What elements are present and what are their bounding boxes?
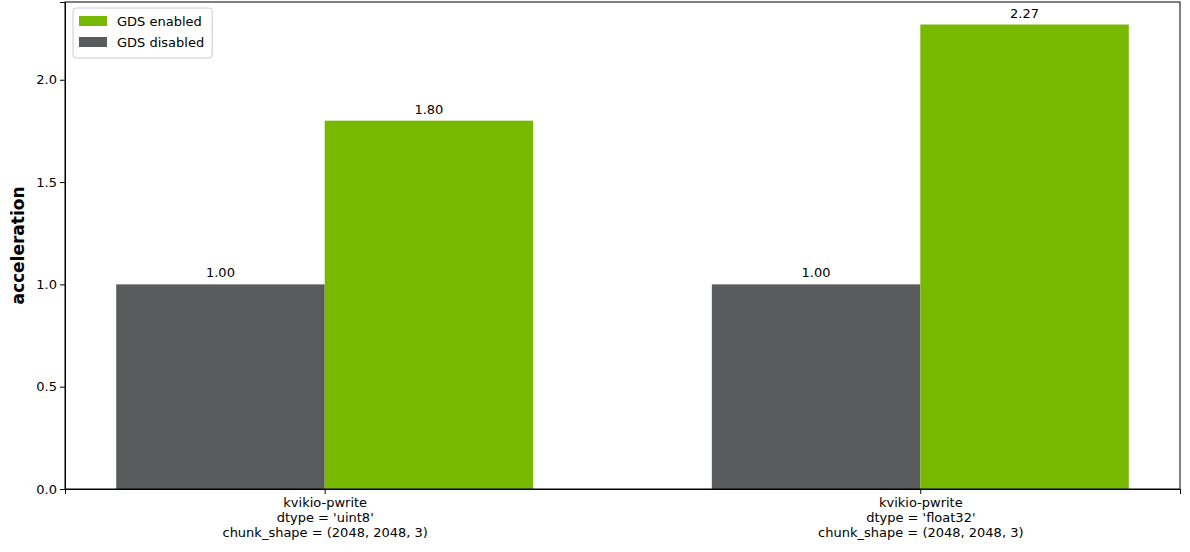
- tick-mark: [60, 80, 65, 81]
- legend-label: GDS disabled: [117, 35, 204, 50]
- bar: [920, 25, 1128, 489]
- tick-mark: [60, 489, 65, 490]
- data-label: 1.80: [414, 102, 443, 117]
- bar: [325, 121, 533, 489]
- tick-label: 2.0: [36, 72, 57, 87]
- tick-label: 1.5: [36, 175, 57, 190]
- bar: [712, 284, 920, 489]
- y-axis-title: acceleration: [8, 186, 28, 304]
- tick-mark: [60, 182, 65, 183]
- tick-label: kvikio-pwritedtype = 'float32'chunk_shap…: [818, 495, 1023, 540]
- tick: 1.0: [36, 277, 65, 292]
- legend-swatch: [79, 37, 107, 47]
- chart: 1.00 1.00 1.80 2.27 0.0 0.5 1.0 1.5 2.0 kvikio-pw…: [0, 0, 1190, 552]
- legend: GDS enabled GDS disabled: [73, 8, 212, 58]
- tick-label-line: dtype = 'float32': [866, 510, 975, 525]
- legend-box: [73, 8, 212, 58]
- tick-label-line: chunk_shape = (2048, 2048, 3): [818, 525, 1023, 540]
- tick-label-line: kvikio-pwrite: [283, 495, 367, 510]
- tick-label-line: dtype = 'uint8': [277, 510, 374, 525]
- tick-label: 0.5: [36, 379, 57, 394]
- tick: 0.0: [36, 482, 65, 497]
- tick: 0.5: [36, 379, 65, 394]
- axis-line: [66, 490, 1181, 495]
- tick-mark: [60, 284, 65, 285]
- tick-mark: [325, 489, 326, 494]
- legend-label: GDS enabled: [117, 14, 202, 29]
- bars: [116, 25, 1129, 489]
- tick-label-line: chunk_shape = (2048, 2048, 3): [222, 525, 427, 540]
- legend-swatch: [79, 16, 107, 26]
- tick-label: 1.0: [36, 277, 57, 292]
- bar: [116, 284, 324, 489]
- tick: kvikio-pwritedtype = 'float32'chunk_shap…: [818, 489, 1023, 540]
- x-axis: kvikio-pwritedtype = 'uint8'chunk_shape …: [66, 489, 1181, 540]
- data-labels: 1.00 1.00 1.80 2.27: [206, 6, 1039, 281]
- tick: kvikio-pwritedtype = 'uint8'chunk_shape …: [222, 489, 427, 540]
- tick-label: kvikio-pwritedtype = 'uint8'chunk_shape …: [222, 495, 427, 540]
- tick-mark: [920, 489, 921, 494]
- plot-frame: [65, 2, 1180, 489]
- y-axis: 0.0 0.5 1.0 1.5 2.0: [36, 3, 65, 497]
- tick: 2.0: [36, 72, 65, 87]
- tick: 1.5: [36, 175, 65, 190]
- tick-label: 0.0: [36, 482, 57, 497]
- data-label: 2.27: [1010, 6, 1039, 21]
- data-label: 1.00: [206, 265, 235, 280]
- tick-label-line: kvikio-pwrite: [879, 495, 963, 510]
- tick-mark: [60, 387, 65, 388]
- data-label: 1.00: [802, 265, 831, 280]
